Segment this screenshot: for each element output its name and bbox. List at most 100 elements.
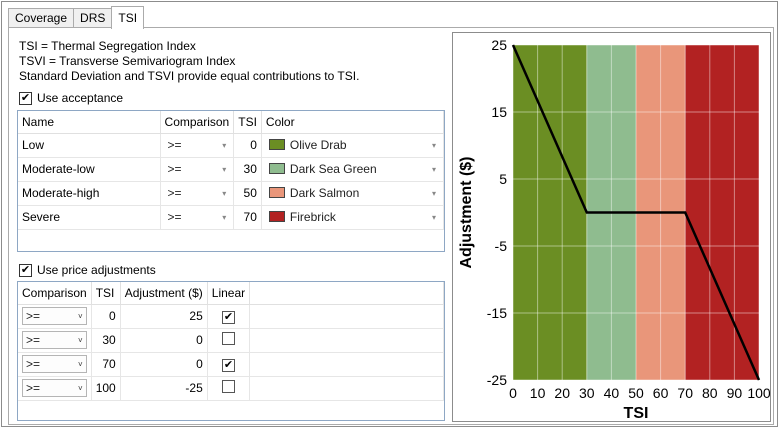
comparison-value: >=	[26, 381, 41, 395]
checkmark-icon: ✔	[19, 91, 32, 105]
column-header-linear[interactable]: Linear	[207, 282, 251, 305]
description-line: Standard Deviation and TSVI provide equa…	[19, 69, 360, 83]
chevron-down-icon: ˅	[78, 335, 83, 345]
tsi-cell[interactable]: 70	[91, 352, 121, 377]
description: TSI = Thermal Segregation Index TSVI = T…	[19, 39, 359, 84]
comparison-select[interactable]: >= ▾	[160, 157, 235, 182]
table-row[interactable]: >= ˅ 70 0 ✔	[18, 352, 444, 377]
column-header-tsi[interactable]: TSI	[91, 282, 121, 305]
adjustment-cell[interactable]: -25	[120, 376, 208, 401]
y-tick-label: -25	[487, 372, 507, 388]
comparison-value: >=	[26, 333, 41, 347]
x-axis-label: TSI	[624, 405, 649, 421]
x-tick-label: 100	[747, 385, 770, 401]
y-tick-label: 25	[491, 37, 507, 53]
adjustment-cell[interactable]: 25	[120, 304, 208, 329]
table-row[interactable]: Low >= ▾ 0 Olive Drab ▾	[18, 133, 445, 158]
color-swatch	[268, 211, 285, 222]
checkmark-icon: ✔	[19, 263, 32, 277]
tsi-cell[interactable]: 0	[233, 133, 262, 158]
tab-coverage[interactable]: Coverage	[8, 8, 75, 28]
column-header-comparison[interactable]: Comparison	[160, 111, 235, 134]
comparison-value: >=	[167, 162, 182, 176]
comparison-select[interactable]: >= ▾	[160, 205, 235, 230]
y-tick-label: 5	[499, 171, 507, 187]
chart-series-line	[511, 44, 761, 381]
x-tick-label: 40	[604, 385, 620, 401]
comparison-value: >=	[26, 309, 41, 323]
comparison-select[interactable]: >= ˅	[18, 328, 92, 353]
name-cell[interactable]: Moderate-high	[18, 181, 161, 206]
color-select[interactable]: Dark Salmon ▾	[261, 181, 445, 206]
comparison-value: >=	[167, 210, 182, 224]
x-tick-label: 50	[628, 385, 644, 401]
tsi-cell[interactable]: 0	[91, 304, 121, 329]
table-row[interactable]: Moderate-low >= ▾ 30 Dark Sea Green ▾	[18, 157, 445, 182]
comparison-select[interactable]: >= ˅	[18, 376, 92, 401]
color-name: Dark Salmon	[289, 186, 360, 200]
column-header-adjustment[interactable]: Adjustment ($)	[120, 282, 208, 305]
tsi-cell[interactable]: 100	[91, 376, 121, 401]
comparison-value: >=	[167, 186, 182, 200]
name-cell[interactable]: Low	[18, 133, 161, 158]
tsi-cell[interactable]: 30	[233, 157, 262, 182]
comparison-value: >=	[26, 357, 41, 371]
linear-checkbox[interactable]	[207, 328, 251, 353]
x-tick-label: 60	[653, 385, 669, 401]
linear-checkbox[interactable]: ✔	[207, 352, 251, 377]
chevron-down-icon: ▾	[222, 188, 227, 198]
column-header-name[interactable]: Name	[18, 111, 161, 134]
use-price-adjustments-label: Use price adjustments	[37, 263, 156, 277]
x-tick-label: 30	[579, 385, 595, 401]
table-row[interactable]: Moderate-high >= ▾ 50 Dark Salmon ▾	[18, 181, 445, 206]
table-row[interactable]: Severe >= ▾ 70 Firebrick ▾	[18, 205, 445, 230]
linear-checkbox[interactable]	[207, 376, 251, 401]
comparison-select[interactable]: >= ▾	[160, 133, 235, 158]
table-row[interactable]: >= ˅ 100 -25	[18, 376, 444, 401]
column-header-color[interactable]: Color	[261, 111, 445, 134]
adjustment-cell[interactable]: 0	[120, 328, 208, 353]
tsi-cell[interactable]: 70	[233, 205, 262, 230]
column-header-tsi[interactable]: TSI	[233, 111, 262, 134]
description-line: TSI = Thermal Segregation Index	[19, 39, 196, 53]
unchecked-box-icon	[221, 380, 235, 393]
x-tick-label: 10	[530, 385, 546, 401]
checkmark-icon: ✔	[221, 310, 235, 324]
use-acceptance-checkbox[interactable]: ✔ Use acceptance	[19, 91, 123, 105]
comparison-select[interactable]: >= ˅	[18, 352, 92, 377]
adjustment-cell[interactable]: 0	[120, 352, 208, 377]
color-select[interactable]: Firebrick ▾	[261, 205, 445, 230]
chevron-down-icon: ˅	[78, 311, 83, 321]
comparison-select[interactable]: >= ▾	[160, 181, 235, 206]
color-select[interactable]: Dark Sea Green ▾	[261, 157, 445, 182]
filler-cell	[249, 352, 444, 377]
x-tick-label: 0	[509, 385, 517, 401]
unchecked-box-icon	[221, 332, 235, 345]
tab-tsi[interactable]: TSI	[111, 6, 145, 29]
color-name: Firebrick	[289, 210, 336, 224]
tsi-cell[interactable]: 30	[91, 328, 121, 353]
tab-drs[interactable]: DRS	[73, 8, 113, 28]
table-row[interactable]: >= ˅ 0 25 ✔	[18, 304, 444, 329]
color-swatch	[268, 187, 285, 198]
chevron-down-icon: ▾	[431, 188, 436, 198]
table-row[interactable]: >= ˅ 30 0	[18, 328, 444, 353]
tsi-cell[interactable]: 50	[233, 181, 262, 206]
name-cell[interactable]: Severe	[18, 205, 161, 230]
column-header-filler	[249, 282, 444, 305]
comparison-select[interactable]: >= ˅	[18, 304, 92, 329]
tab-bar: Coverage DRS TSI	[8, 6, 145, 29]
filler-cell	[249, 376, 444, 401]
color-name: Olive Drab	[289, 138, 347, 152]
chart-svg: 0 10 20 30 40 50 60 70 80 90 100 25 15 5 -5 -15 -25 TSI Ad…	[458, 37, 771, 422]
use-price-adjustments-checkbox[interactable]: ✔ Use price adjustments	[19, 263, 156, 277]
column-header-comparison[interactable]: Comparison	[18, 282, 92, 305]
name-cell[interactable]: Moderate-low	[18, 157, 161, 182]
y-tick-label: 15	[491, 104, 507, 120]
color-select[interactable]: Olive Drab ▾	[261, 133, 445, 158]
linear-checkbox[interactable]: ✔	[207, 304, 251, 329]
chevron-down-icon: ˅	[78, 383, 83, 393]
chart-band	[513, 45, 587, 380]
x-tick-label: 80	[702, 385, 718, 401]
x-tick-label: 70	[677, 385, 693, 401]
